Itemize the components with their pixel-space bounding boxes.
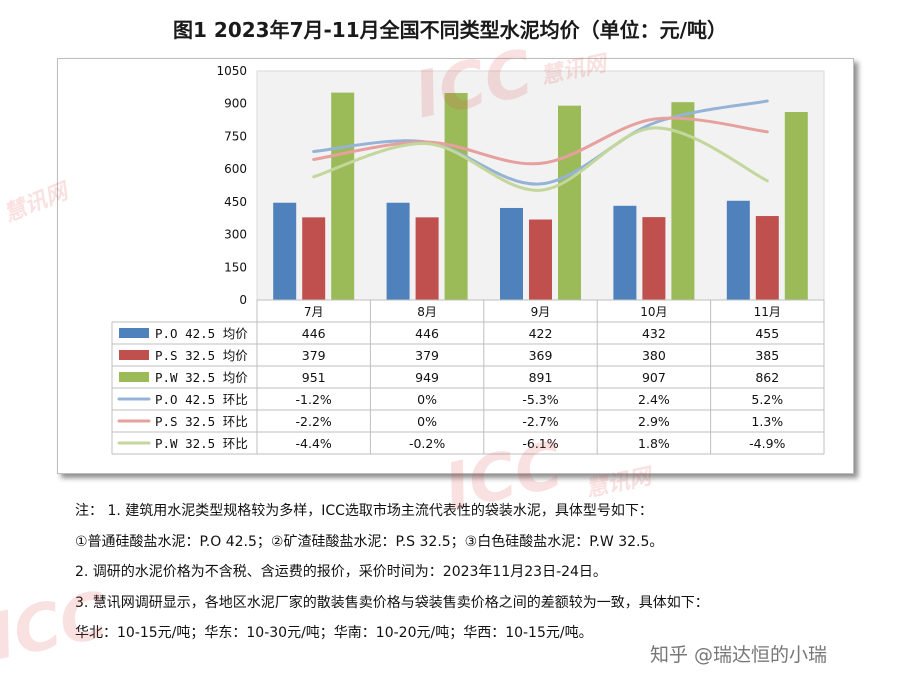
table-cell: 379: [302, 348, 326, 363]
bar-3-4: [671, 102, 695, 300]
y-tick-label: 150: [224, 260, 247, 274]
legend-swatch: [119, 328, 149, 338]
table-cell: 907: [642, 370, 666, 385]
table-cell: 422: [529, 326, 553, 341]
line-series-2: [312, 116, 769, 166]
bar-1-5: [726, 200, 750, 300]
bar-2-5: [755, 216, 779, 300]
table-cell: 5.2%: [751, 392, 783, 407]
table-cell: 951: [302, 370, 326, 385]
y-tick-label: 0: [239, 293, 247, 307]
note-line-4: 3. 慧讯网调研显示，各地区水泥厂家的散装售卖价格与袋装售卖价格之间的差额较为一…: [75, 594, 709, 611]
legend-swatch: [119, 350, 149, 360]
note-line-5: 华北：10-15元/吨；华东：10-30元/吨；华南：10-20元/吨；华西：1…: [75, 625, 593, 641]
bar-1-1: [273, 202, 297, 300]
legend-label: P.O 42.5 均价: [155, 326, 248, 341]
table-cell: -2.7%: [522, 414, 558, 429]
chart-frame: 0 150 300 450 600 750 900 1050 7月 8月 9月 10月 11月 P.O 4…: [57, 58, 854, 474]
table-cell: -6.1%: [522, 436, 558, 451]
bar-3-2: [444, 93, 468, 300]
y-tick-label: 300: [224, 228, 247, 242]
table-cell: 455: [755, 326, 779, 341]
table-cell: 949: [415, 370, 439, 385]
bar-2-4: [642, 217, 666, 300]
y-tick-label: 900: [224, 97, 247, 111]
bar-2-1: [302, 217, 326, 300]
legend-label: P.W 32.5 均价: [155, 370, 248, 385]
bar-3-5: [784, 112, 808, 300]
note-line-2: ①普通硅酸盐水泥：P.O 42.5；②矿渣硅酸盐水泥：P.S 32.5；③白色硅…: [75, 533, 664, 550]
y-tick-label: 1050: [216, 64, 247, 78]
table-cell: 891: [529, 370, 553, 385]
bar-1-2: [386, 202, 410, 300]
table-cell: -0.2%: [409, 436, 445, 451]
table-cell: 2.9%: [638, 414, 670, 429]
chart-plot: 0 150 300 450 600 750 900 1050 7月 8月 9月 10月 11月 P.O 4…: [111, 64, 825, 455]
table-cell: -4.9%: [749, 436, 785, 451]
note-line-1: 注： 1. 建筑用水泥类型规格较为多样，ICC选取市场主流代表性的袋装水泥，具体…: [75, 503, 653, 519]
table-cell: -5.3%: [522, 392, 558, 407]
table-cell: 380: [642, 348, 666, 363]
bar-2-3: [529, 219, 552, 300]
table-cell: 1.3%: [751, 414, 783, 429]
bar-3-1: [331, 92, 355, 300]
x-category-label: 9月: [531, 305, 551, 319]
table-cell: 1.8%: [638, 436, 670, 451]
table-cell: 432: [642, 326, 666, 341]
notes-block: 注： 1. 建筑用水泥类型规格较为多样，ICC选取市场主流代表性的袋装水泥，具体…: [75, 496, 875, 649]
legend-label: P.W 32.5 环比: [155, 436, 248, 451]
x-category-label: 7月: [304, 305, 324, 319]
table-cell: 446: [302, 326, 326, 341]
table-cell: -2.2%: [296, 414, 332, 429]
x-category-label: 8月: [417, 305, 437, 319]
legend-swatch: [119, 372, 149, 382]
bar-2-2: [415, 217, 439, 300]
table-cell: 2.4%: [638, 392, 670, 407]
table-cell: 862: [755, 370, 779, 385]
table-cell: 0%: [417, 414, 437, 429]
line-series-1: [312, 99, 769, 186]
table-cell: -4.4%: [296, 436, 332, 451]
bar-1-3: [500, 207, 523, 300]
x-category-label: 10月: [640, 305, 667, 319]
x-category-label: 11月: [754, 305, 781, 319]
bar-1-4: [613, 205, 637, 300]
table-cell: 0%: [417, 392, 437, 407]
legend-label: P.S 32.5 环比: [155, 414, 248, 429]
legend-label: P.S 32.5 均价: [155, 348, 248, 363]
bar-3-3: [558, 105, 581, 300]
table-cell: 385: [755, 348, 779, 363]
y-tick-label: 750: [224, 129, 247, 143]
chart-title: 图1 2023年7月-11月全国不同类型水泥均价（单位：元/吨）: [173, 18, 727, 42]
legend-label: P.O 42.5 环比: [155, 392, 248, 407]
note-line-3: 2. 调研的水泥价格为不含税、含运费的报价，采价时间为：2023年11月23日-…: [75, 564, 607, 580]
table-cell: 446: [415, 326, 439, 341]
table-cell: 369: [529, 348, 553, 363]
table-cell: 379: [415, 348, 439, 363]
line-series-3: [312, 126, 769, 192]
credit-text: 知乎 @瑞达恒的小瑞: [650, 644, 828, 666]
y-tick-label: 600: [224, 162, 247, 176]
table-cell: -1.2%: [296, 392, 332, 407]
y-tick-label: 450: [224, 195, 247, 209]
